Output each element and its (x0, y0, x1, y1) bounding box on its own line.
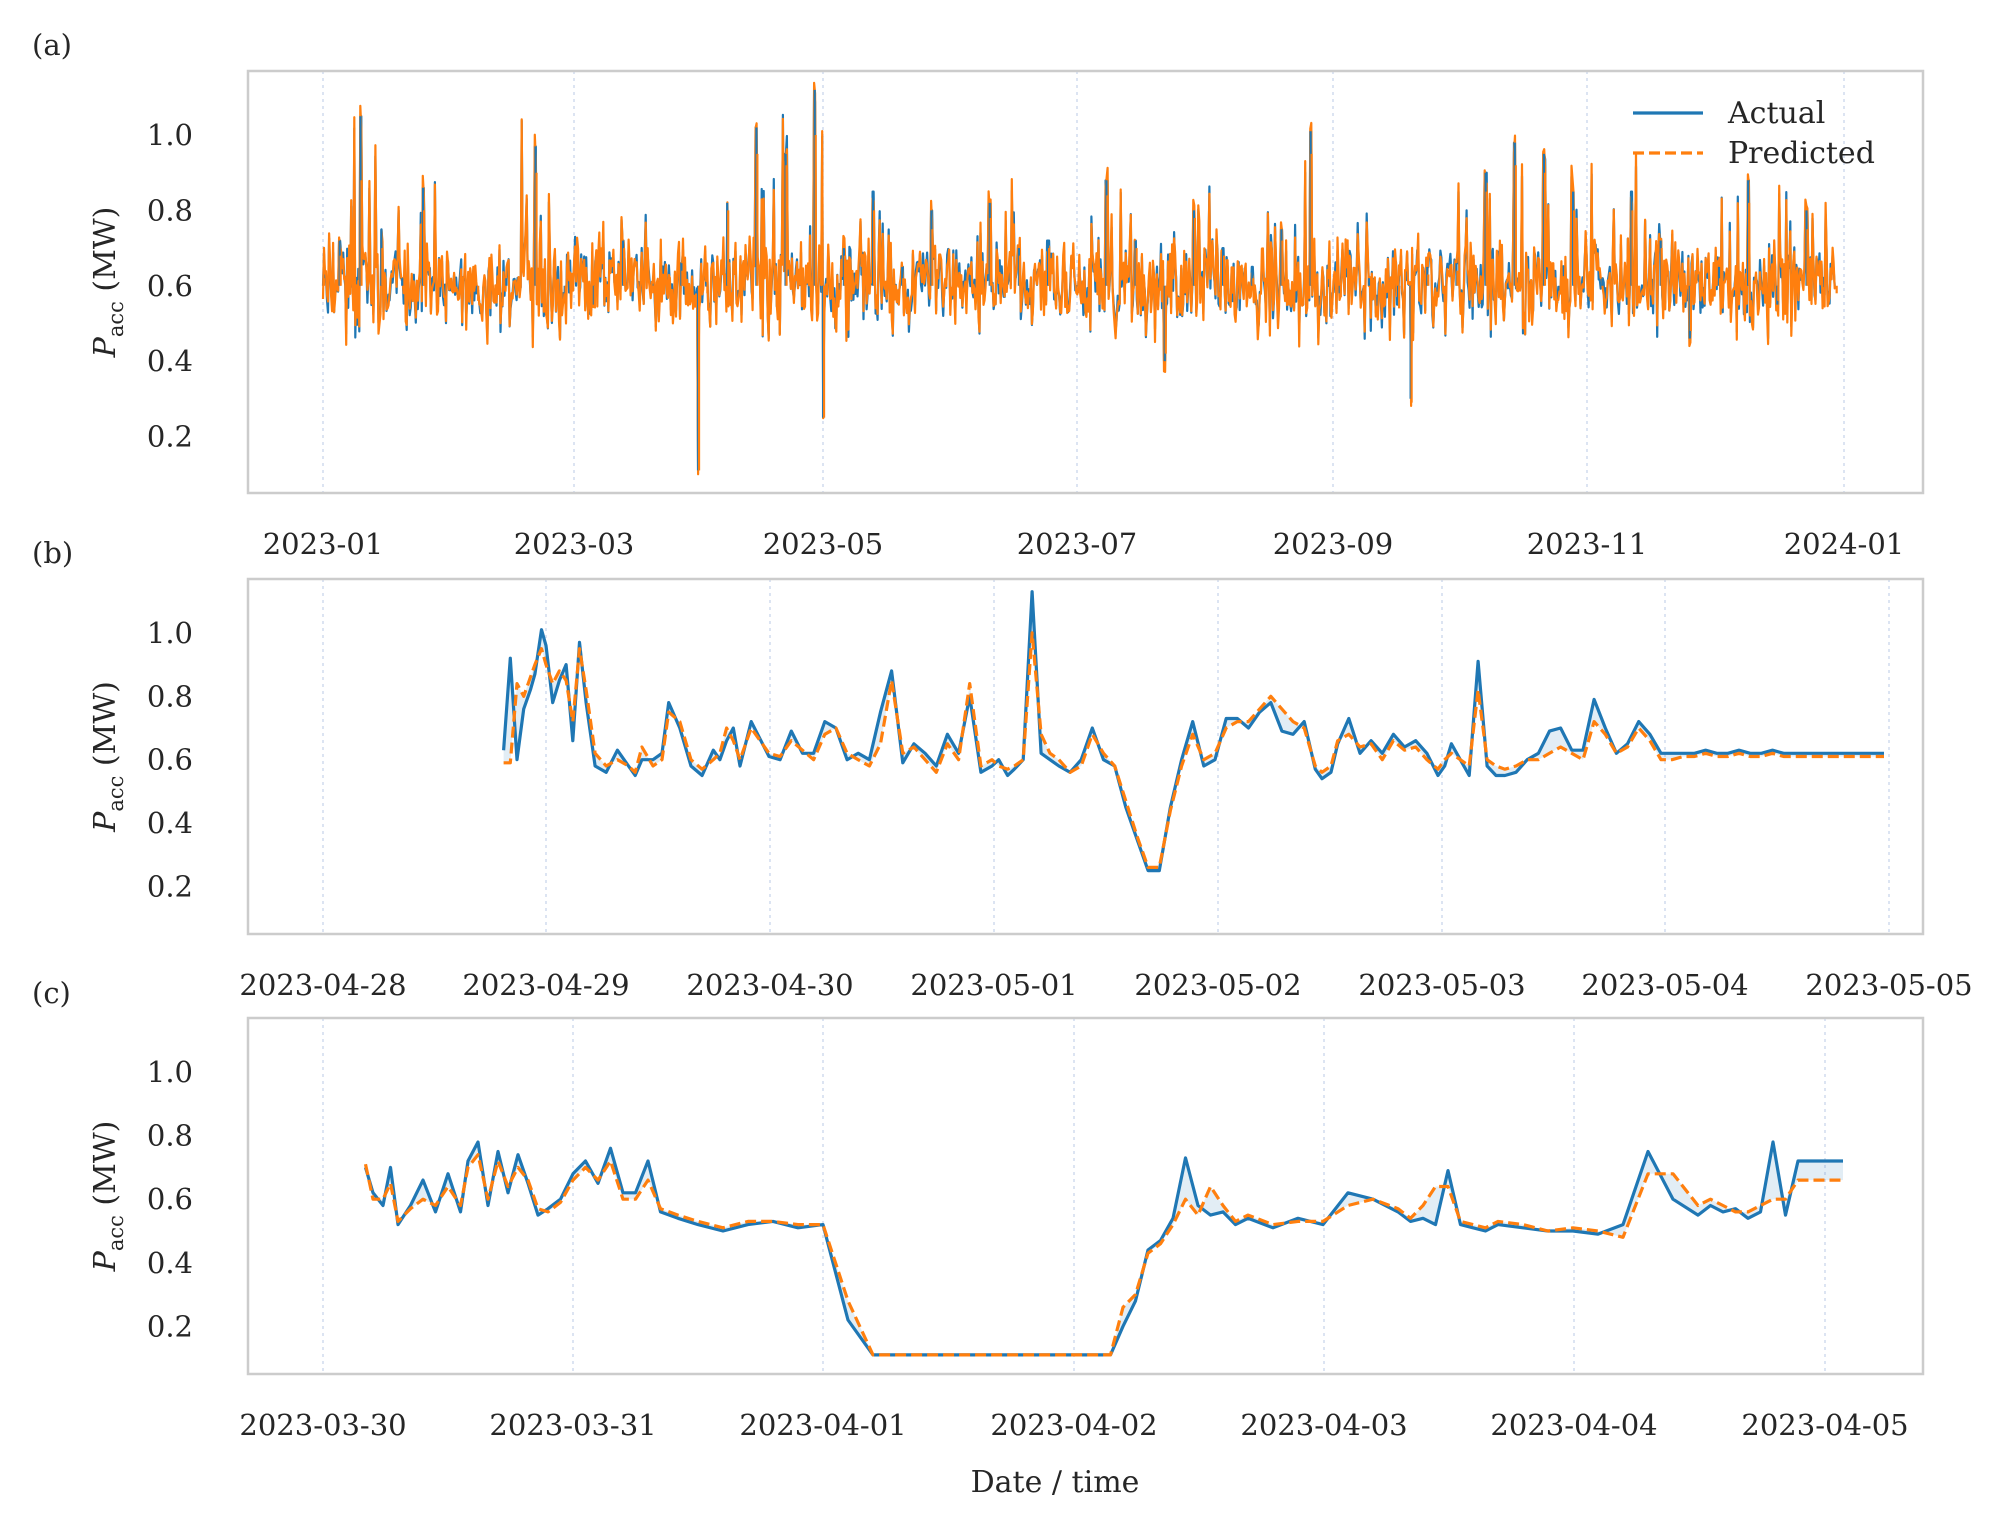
y-tick-label: 0.6 (147, 743, 193, 777)
panel-label: (b) (32, 536, 73, 570)
error-band (365, 1142, 1843, 1355)
x-tick-label: 2023-09 (1273, 527, 1394, 561)
y-tick-label: 1.0 (147, 616, 193, 650)
y-axis-label-subscript: acc (104, 1215, 128, 1251)
y-axis-label: Pacc (MW) (88, 1121, 128, 1273)
y-tick-label: 0.8 (147, 193, 193, 227)
x-tick-label: 2023-07 (1017, 527, 1138, 561)
y-axis-label-subscript: acc (104, 301, 128, 337)
y-axis-label-symbol: P (88, 336, 123, 358)
y-tick-label: 0.8 (147, 1119, 193, 1153)
x-tick-label: 2023-03-30 (239, 1408, 406, 1442)
series-predicted-line (363, 1153, 1843, 1357)
series-predicted-line (503, 631, 1884, 870)
plot-frame (246, 69, 1925, 495)
series-actual-line (363, 1140, 1843, 1357)
y-axis-label-symbol: P (88, 811, 123, 833)
y-tick-label: 0.4 (147, 344, 193, 378)
x-tick-label: 2023-04-30 (686, 968, 853, 1002)
y-tick-label: 1.0 (147, 118, 193, 152)
y-tick-label: 0.2 (147, 1309, 193, 1343)
legend-predicted-label: Predicted (1728, 136, 1875, 171)
y-axis-label-symbol: P (88, 1250, 123, 1272)
x-tick-label: 2023-04-03 (1240, 1408, 1407, 1442)
y-tick-label: 0.2 (147, 419, 193, 453)
panel-b: (b) 2023-04-28 2023-04-29 2023-04-30 2023-05… (32, 536, 1973, 1002)
x-tick-label: 2023-04-28 (239, 968, 406, 1002)
x-tick-label: 2023-04-04 (1490, 1408, 1657, 1442)
y-tick-label: 0.4 (147, 1246, 193, 1280)
panel-label: (a) (32, 28, 72, 62)
y-tick-label: 0.2 (147, 869, 193, 903)
x-tick-label: 2023-05-01 (910, 968, 1077, 1002)
x-tick-label: 2023-05 (763, 527, 884, 561)
series-actual-line (502, 590, 1884, 873)
x-tick-label: 2023-01 (263, 527, 384, 561)
y-tick-label: 0.4 (147, 806, 193, 840)
y-axis-label: Pacc (MW) (88, 207, 128, 359)
y-axis-label-subscript: acc (104, 776, 128, 812)
plot-frame (246, 577, 1925, 936)
x-tick-label: 2023-04-29 (462, 968, 629, 1002)
x-tick-label: 2023-04-02 (990, 1408, 1157, 1442)
y-axis-label: Pacc (MW) (88, 681, 128, 833)
x-tick-label: 2023-03 (514, 527, 635, 561)
plot-frame (246, 1016, 1925, 1376)
x-axis-label: Date / time (971, 1465, 1140, 1500)
y-axis-label-unit: (MW) (88, 681, 123, 776)
x-tick-label: 2023-05-02 (1134, 968, 1301, 1002)
legend-actual-label: Actual (1727, 96, 1825, 131)
series-predicted-line (321, 81, 1837, 476)
x-tick-label: 2023-05-03 (1358, 968, 1525, 1002)
y-axis-label-unit: (MW) (88, 1121, 123, 1216)
panel-label: (c) (32, 976, 71, 1010)
y-tick-label: 1.0 (147, 1055, 193, 1089)
y-tick-label: 0.6 (147, 269, 193, 303)
x-tick-label: 2023-05-04 (1581, 968, 1748, 1002)
panel-c: (c) 2023-03-30 2023-03-31 2023-04-01 2023-04… (32, 976, 1925, 1442)
y-tick-label: 0.6 (147, 1182, 193, 1216)
x-tick-label: 2023-11 (1527, 527, 1648, 561)
x-tick-label: 2023-05-05 (1805, 968, 1972, 1002)
legend: Actual Predicted (1633, 96, 1875, 171)
panel-a: (a) 2023-01 2023-03 2023-05 2023-07 2023-09 20… (32, 28, 1925, 561)
y-tick-label: 0.8 (147, 679, 193, 713)
x-tick-label: 2023-03-31 (489, 1408, 656, 1442)
x-tick-label: 2024-01 (1784, 527, 1905, 561)
y-axis-label-unit: (MW) (88, 207, 123, 302)
x-tick-label: 2023-04-01 (739, 1408, 906, 1442)
x-tick-label: 2023-04-05 (1741, 1408, 1908, 1442)
